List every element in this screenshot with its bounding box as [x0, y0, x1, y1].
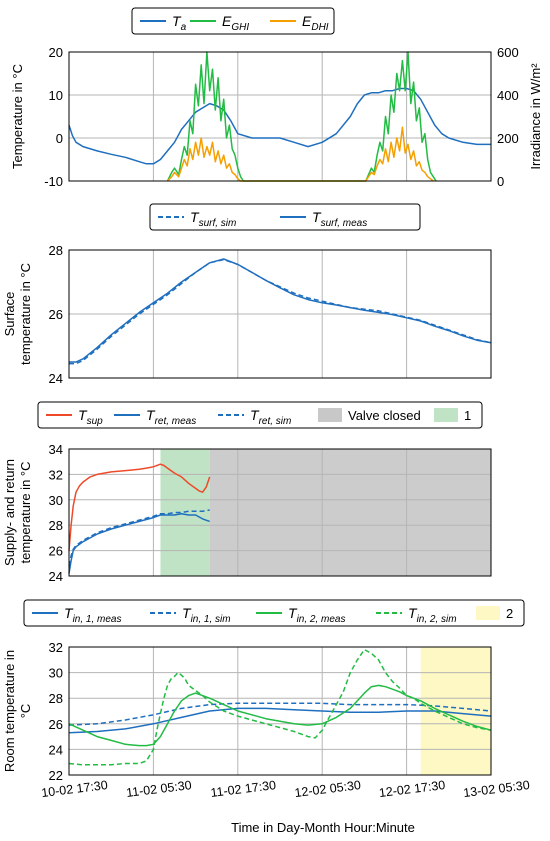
y2-tick-label: 400 — [497, 88, 519, 103]
y-tick-label: 30 — [49, 493, 63, 508]
x-axis-label: Time in Day-Month Hour:Minute — [231, 820, 415, 835]
legend-swatch — [318, 408, 342, 422]
legend-box — [131, 7, 335, 35]
y2-axis-label: Irradiance in W/m² — [528, 63, 543, 170]
y-tick-label: 26 — [49, 717, 63, 732]
y-tick-label: 20 — [49, 45, 63, 60]
series-line-2 — [68, 702, 492, 726]
y2-tick-label: 600 — [497, 45, 519, 60]
y-tick-label: 24 — [49, 371, 63, 386]
series-line-3 — [166, 126, 434, 182]
y-tick-label: 26 — [49, 307, 63, 322]
y-tick-label: 32 — [49, 640, 63, 655]
x-tick-label: 12-02 17:30 — [378, 778, 446, 800]
y-tick-label: 32 — [49, 467, 63, 482]
series-line-2 — [68, 513, 210, 574]
series-line-1 — [68, 463, 211, 551]
legend-entry-5: 2 — [476, 606, 513, 621]
legend-label: 1 — [464, 408, 471, 423]
y-tick-label: 0 — [56, 131, 63, 146]
plot-frame — [68, 646, 492, 776]
plot-frame — [68, 51, 492, 182]
series-line-1 — [68, 707, 492, 734]
plot-frame — [68, 249, 492, 379]
y-tick-label: 28 — [49, 691, 63, 706]
y-axis-label: Temperature in °C — [10, 64, 25, 169]
y-tick-label: 24 — [49, 569, 63, 584]
legend: Tin, 1, meas Tin, 1, sim Tin, 2, meas Tin, … — [23, 599, 525, 627]
y-tick-label: 22 — [49, 768, 63, 783]
chart-panel-4: 22 24 26 28 30 32 Room temperature in°C Tin, 1,… — [2, 599, 525, 783]
x-tick-label: 11-02 05:30 — [125, 778, 192, 800]
legend-label: 2 — [506, 606, 513, 621]
y-tick-label: 34 — [49, 442, 63, 457]
y2-tick-label: 0 — [497, 174, 504, 189]
series-line-2 — [166, 51, 437, 182]
x-tick-label: 11-02 17:30 — [210, 778, 277, 800]
legend-entry-4: Valve closed — [318, 408, 421, 423]
plot-frame — [68, 448, 492, 577]
y-tick-label: 28 — [49, 243, 63, 258]
legend-entry-5: 1 — [434, 408, 471, 423]
y-tick-label: 26 — [49, 544, 63, 559]
y-axis-label: Supply- and returntemperature in °C — [2, 459, 33, 566]
y-axis-label: Surfacetemperature in °C — [2, 263, 33, 365]
y-tick-label: -10 — [44, 174, 63, 189]
legend-box — [37, 401, 483, 429]
legend: Ta EGHI EDHI — [131, 7, 335, 35]
chart-panel-2: 24 26 28 Surfacetemperature in °C Tsurf, sim… — [2, 203, 492, 386]
y-tick-label: 30 — [49, 666, 63, 681]
legend-label: Valve closed — [348, 408, 421, 423]
x-axis: 10-02 17:30 11-02 05:30 11-02 17:30 12-02 0… — [41, 778, 531, 800]
series-line-1 — [68, 87, 491, 165]
legend-swatch — [476, 606, 500, 620]
legend-swatch — [434, 408, 458, 422]
shaded-region-2 — [209, 449, 491, 576]
series-line-4 — [68, 648, 492, 766]
legend: Tsup Tret, meas Tret, sim Valve closed 1 — [37, 401, 483, 429]
series-line-1 — [69, 258, 492, 365]
y-tick-label: 24 — [49, 742, 63, 757]
x-tick-label: 12-02 05:30 — [294, 778, 362, 800]
y-tick-label: 10 — [49, 88, 63, 103]
series-line-2 — [69, 258, 492, 363]
y-tick-label: 28 — [49, 518, 63, 533]
y-axis-label: Room temperature in°C — [2, 650, 33, 772]
legend: Tsurf, sim Tsurf, meas — [149, 203, 421, 231]
series-line-3 — [68, 509, 210, 566]
series-line-3 — [68, 684, 492, 747]
y2-tick-label: 200 — [497, 131, 519, 146]
chart-panel-3: 24 26 28 30 32 34 Supply- and returntemperatur… — [2, 401, 492, 584]
x-tick-label: 13-02 05:30 — [463, 778, 531, 800]
